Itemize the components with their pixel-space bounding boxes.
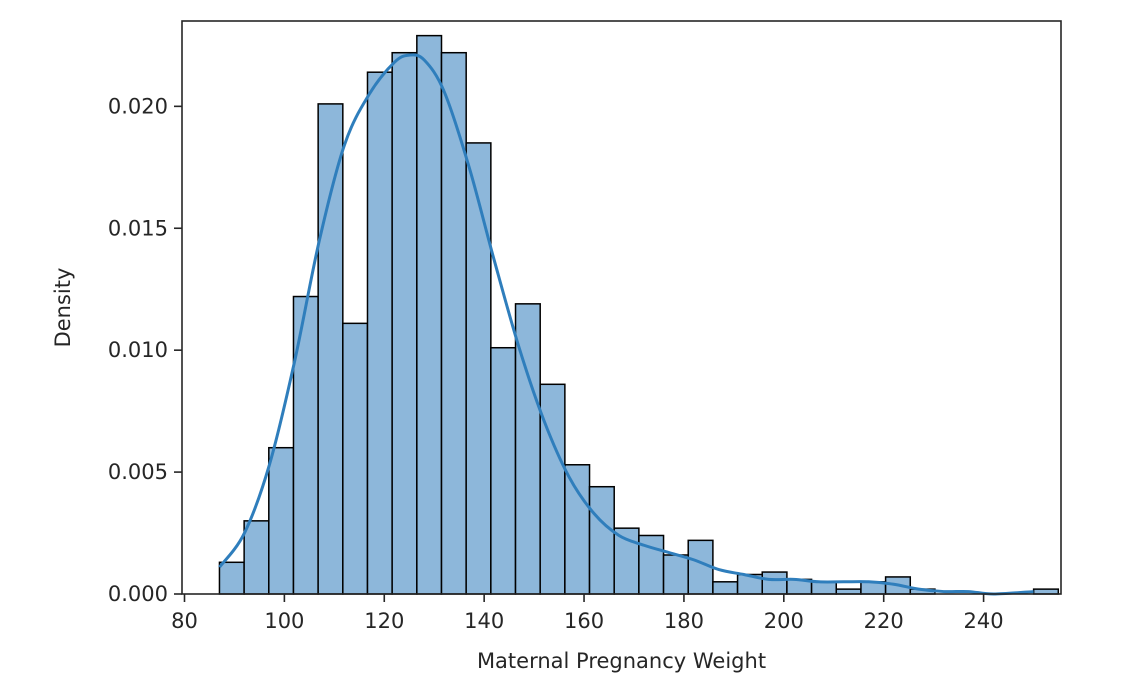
y-tick-label: 0.005 — [108, 460, 168, 484]
histogram-bar — [416, 34, 443, 595]
histogram-bar — [539, 383, 566, 595]
plot-frame — [181, 20, 1062, 595]
x-tick-label: 160 — [564, 609, 604, 633]
histogram-bar — [810, 581, 838, 595]
x-axis-ticks: 80 100 120 140 160 180 200 220 240 — [171, 594, 1004, 633]
histogram-bar — [440, 51, 467, 595]
histogram-bar — [268, 446, 295, 595]
y-tick-label: 0.015 — [108, 216, 168, 240]
histogram-bar — [662, 554, 689, 595]
histogram-bar — [761, 571, 788, 595]
histogram-bars — [218, 34, 1060, 595]
histogram-bar — [218, 561, 245, 595]
x-tick-label: 200 — [764, 609, 804, 633]
histogram-bar — [243, 520, 270, 595]
x-tick-label: 80 — [171, 609, 198, 633]
y-axis-label: Density — [51, 268, 75, 348]
y-axis-ticks: 0.000 0.005 0.010 0.015 0.020 — [108, 94, 182, 606]
histogram-bar — [588, 485, 615, 595]
x-axis-label: Maternal Pregnancy Weight — [477, 649, 766, 673]
histogram-bar — [342, 322, 369, 595]
y-tick-label: 0.020 — [108, 94, 168, 118]
y-tick-label: 0.010 — [108, 338, 168, 362]
x-tick-label: 100 — [264, 609, 304, 633]
x-tick-label: 180 — [664, 609, 704, 633]
histogram-bar — [391, 51, 418, 595]
histogram-bar — [292, 295, 319, 595]
histogram-bar — [317, 103, 344, 595]
histogram-bar — [564, 464, 591, 595]
x-tick-label: 140 — [464, 609, 504, 633]
histogram-bar — [712, 581, 739, 595]
histogram-bar — [465, 142, 492, 595]
histogram-bar — [490, 346, 517, 595]
x-tick-label: 240 — [964, 609, 1004, 633]
x-tick-label: 220 — [864, 609, 904, 633]
histogram-bar — [366, 71, 393, 595]
x-tick-label: 120 — [364, 609, 404, 633]
kde-curve — [218, 53, 1034, 596]
y-tick-label: 0.000 — [108, 582, 168, 606]
